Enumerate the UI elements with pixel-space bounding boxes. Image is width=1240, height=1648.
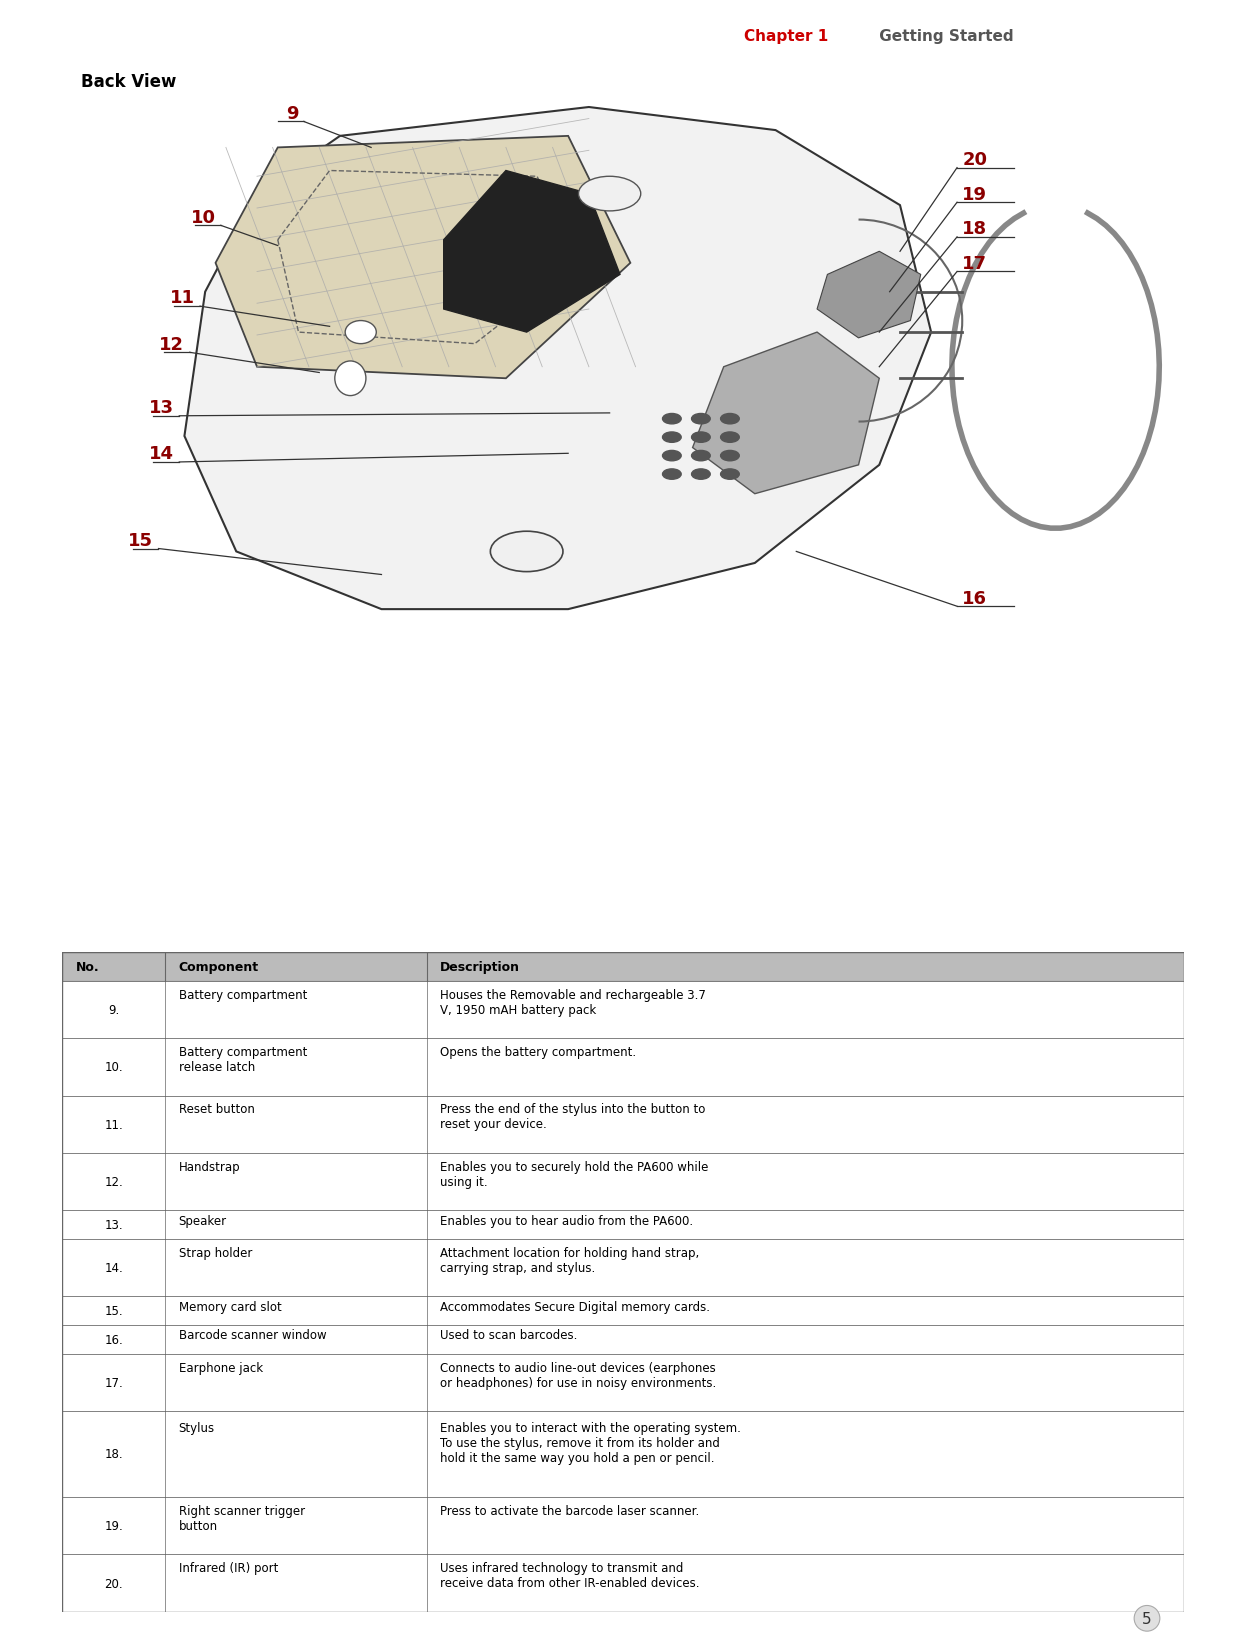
- Circle shape: [692, 470, 711, 480]
- Text: 13: 13: [149, 399, 174, 417]
- Polygon shape: [444, 171, 620, 333]
- Text: Used to scan barcodes.: Used to scan barcodes.: [440, 1328, 578, 1341]
- Text: 16.: 16.: [104, 1333, 123, 1346]
- Text: 13.: 13.: [104, 1218, 123, 1231]
- Text: Battery compartment: Battery compartment: [179, 989, 308, 1000]
- Bar: [62, 1353, 1184, 1411]
- Bar: [62, 981, 1184, 1038]
- Bar: [62, 1554, 1184, 1612]
- Bar: [62, 953, 1184, 981]
- Bar: [62, 1038, 1184, 1096]
- Text: Uses infrared technology to transmit and
receive data from other IR-enabled devi: Uses infrared technology to transmit and…: [440, 1561, 699, 1589]
- Bar: [62, 1096, 1184, 1154]
- Text: Infrared (IR) port: Infrared (IR) port: [179, 1561, 278, 1574]
- Text: 10.: 10.: [104, 1061, 123, 1074]
- Text: Accommodates Secure Digital memory cards.: Accommodates Secure Digital memory cards…: [440, 1300, 711, 1313]
- Circle shape: [692, 433, 711, 443]
- Text: 15: 15: [128, 532, 154, 549]
- Text: 5: 5: [1142, 1610, 1152, 1627]
- Text: 20: 20: [962, 152, 987, 168]
- Text: 14: 14: [149, 445, 174, 463]
- Text: Opens the battery compartment.: Opens the battery compartment.: [440, 1045, 636, 1058]
- Text: Component: Component: [179, 961, 259, 974]
- Text: Press the end of the stylus into the button to
reset your device.: Press the end of the stylus into the but…: [440, 1103, 706, 1131]
- Text: Handstrap: Handstrap: [179, 1160, 241, 1173]
- Ellipse shape: [345, 321, 376, 344]
- Text: Enables you to hear audio from the PA600.: Enables you to hear audio from the PA600…: [440, 1215, 693, 1226]
- Circle shape: [662, 414, 681, 425]
- Text: Press to activate the barcode laser scanner.: Press to activate the barcode laser scan…: [440, 1505, 699, 1516]
- Text: 16: 16: [962, 590, 987, 606]
- Bar: [62, 1154, 1184, 1211]
- Text: Attachment location for holding hand strap,
carrying strap, and stylus.: Attachment location for holding hand str…: [440, 1246, 699, 1274]
- Text: Chapter 1: Chapter 1: [744, 28, 828, 44]
- Text: 14.: 14.: [104, 1261, 123, 1274]
- Text: Reset button: Reset button: [179, 1103, 254, 1116]
- Text: Description: Description: [440, 961, 521, 974]
- Polygon shape: [216, 137, 630, 379]
- Text: Stylus: Stylus: [179, 1422, 215, 1434]
- Polygon shape: [817, 252, 921, 339]
- Text: Connects to audio line-out devices (earphones
or headphones) for use in noisy en: Connects to audio line-out devices (earp…: [440, 1361, 717, 1389]
- Text: Memory card slot: Memory card slot: [179, 1300, 281, 1313]
- Text: No.: No.: [76, 961, 99, 974]
- Text: 15.: 15.: [104, 1304, 123, 1317]
- Text: Barcode scanner window: Barcode scanner window: [179, 1328, 326, 1341]
- Text: 12.: 12.: [104, 1175, 123, 1188]
- Text: Back View: Back View: [81, 74, 176, 91]
- Polygon shape: [185, 109, 931, 610]
- Circle shape: [490, 532, 563, 572]
- Text: 10: 10: [191, 209, 216, 226]
- Text: Speaker: Speaker: [179, 1215, 227, 1226]
- Ellipse shape: [335, 363, 366, 396]
- Circle shape: [720, 470, 739, 480]
- Text: Earphone jack: Earphone jack: [179, 1361, 263, 1374]
- Circle shape: [720, 414, 739, 425]
- Text: Right scanner trigger
button: Right scanner trigger button: [179, 1505, 305, 1533]
- Circle shape: [662, 452, 681, 461]
- Text: 18.: 18.: [104, 1447, 123, 1460]
- Bar: [62, 1496, 1184, 1554]
- Text: 11: 11: [170, 290, 195, 307]
- Circle shape: [662, 433, 681, 443]
- Bar: [62, 1325, 1184, 1353]
- Text: Battery compartment
release latch: Battery compartment release latch: [179, 1045, 308, 1073]
- Text: 12: 12: [160, 336, 185, 353]
- Text: 19: 19: [962, 186, 987, 203]
- Text: Enables you to securely hold the PA600 while
using it.: Enables you to securely hold the PA600 w…: [440, 1160, 708, 1188]
- Circle shape: [692, 452, 711, 461]
- Polygon shape: [693, 333, 879, 494]
- Bar: [62, 1239, 1184, 1297]
- Circle shape: [720, 433, 739, 443]
- Text: 9: 9: [286, 105, 299, 122]
- Circle shape: [662, 470, 681, 480]
- Text: 17: 17: [962, 255, 987, 272]
- Bar: [62, 1211, 1184, 1239]
- Text: 18: 18: [962, 221, 987, 237]
- Text: Getting Started: Getting Started: [874, 28, 1014, 44]
- Text: 19.: 19.: [104, 1519, 123, 1533]
- Circle shape: [720, 452, 739, 461]
- Text: 11.: 11.: [104, 1117, 123, 1131]
- Text: 17.: 17.: [104, 1376, 123, 1389]
- Text: Enables you to interact with the operating system.
To use the stylus, remove it : Enables you to interact with the operati…: [440, 1422, 742, 1465]
- Bar: [62, 1297, 1184, 1325]
- Text: 9.: 9.: [108, 1004, 119, 1017]
- Bar: [62, 1411, 1184, 1496]
- Text: Houses the Removable and rechargeable 3.7
V, 1950 mAH battery pack: Houses the Removable and rechargeable 3.…: [440, 989, 706, 1017]
- Circle shape: [692, 414, 711, 425]
- Text: 20.: 20.: [104, 1577, 123, 1590]
- Text: Strap holder: Strap holder: [179, 1246, 252, 1259]
- Circle shape: [579, 176, 641, 211]
